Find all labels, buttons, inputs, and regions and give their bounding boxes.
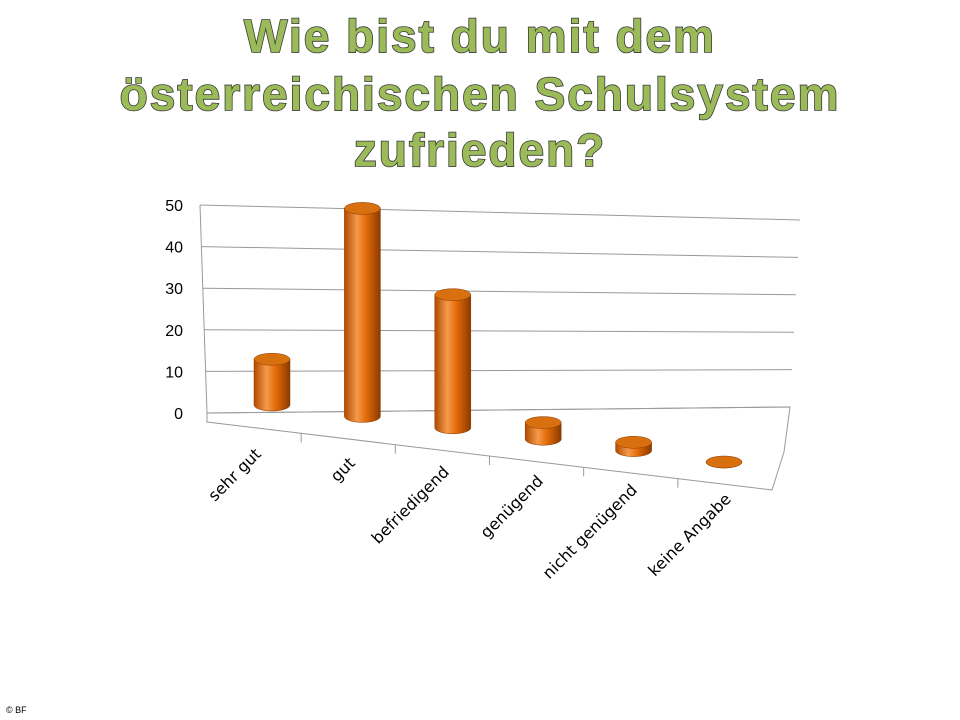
floor xyxy=(206,406,791,491)
cylinder-top xyxy=(434,288,472,301)
grid-line xyxy=(199,204,801,221)
cylinder-top xyxy=(705,455,743,469)
title-line: zufrieden? xyxy=(354,124,607,176)
footer: © BF xyxy=(6,705,27,715)
x-tick-label: sehr gut xyxy=(204,444,265,505)
cylinder-top xyxy=(524,416,562,429)
cylinder xyxy=(524,422,562,446)
y-tick-label: 20 xyxy=(165,323,183,340)
cylinder-top xyxy=(615,436,652,449)
cylinder-top xyxy=(344,202,381,215)
title-line: Wie bist du mit dem xyxy=(244,10,716,62)
y-tick-label: 10 xyxy=(165,364,183,381)
side-wall-edge xyxy=(199,204,208,422)
x-tick-label: keine Angabe xyxy=(644,489,735,580)
x-tick-label: gut xyxy=(327,453,359,485)
grid-line xyxy=(201,246,799,258)
grid-line xyxy=(204,329,795,333)
cylinder xyxy=(434,294,472,435)
y-tick-label: 40 xyxy=(165,240,183,257)
cylinder xyxy=(253,358,291,412)
grid-line xyxy=(206,406,791,414)
y-tick-label: 30 xyxy=(165,281,183,298)
grid-line xyxy=(205,369,793,372)
grid-line xyxy=(202,287,797,296)
x-tick-label: genügend xyxy=(476,471,546,541)
cylinder xyxy=(344,208,381,423)
x-tick-label: nicht genügend xyxy=(539,480,641,582)
y-tick-label: 50 xyxy=(165,198,183,215)
x-tick-label: befriedigend xyxy=(368,462,453,547)
title-line: österreichischen Schulsystem xyxy=(120,68,841,120)
cylinder-top xyxy=(253,352,291,366)
y-tick-label: 0 xyxy=(174,406,183,423)
